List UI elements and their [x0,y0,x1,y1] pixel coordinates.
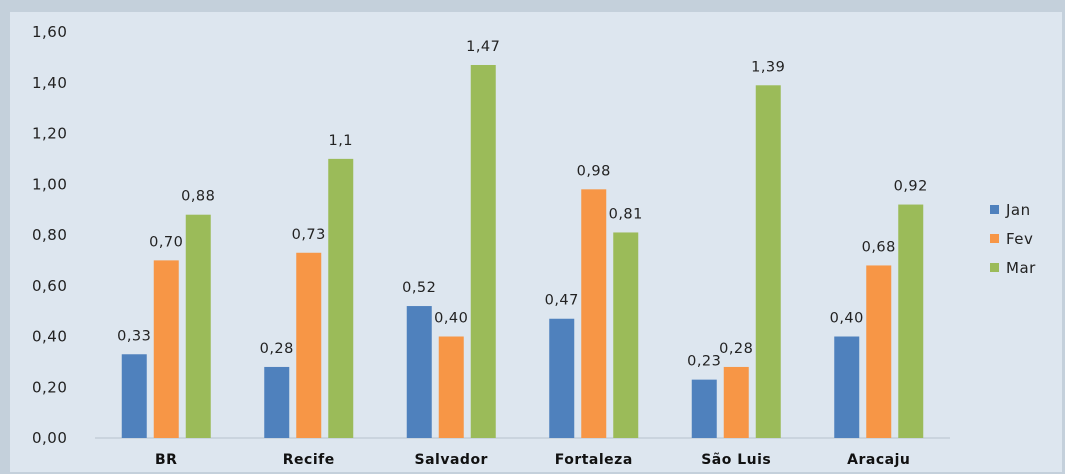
category-label: Salvador [415,452,488,468]
bar-mar [613,232,639,438]
y-tick-label: 0,80 [32,226,67,244]
category-label: Fortaleza [555,452,633,468]
data-label-fev: 0,70 [149,234,183,250]
data-label-fev: 0,98 [577,163,611,179]
legend-label-mar: Mar [1006,259,1036,277]
y-tick-label: 1,40 [32,74,67,92]
legend-swatch-jan [990,205,999,214]
bar-jan [264,366,290,438]
data-labels: 0,33 0,70 0,88 0,28 0,73 1,1 0,52 0,40 1,47 0,47 0… [117,39,928,370]
y-tick-label: 0,20 [32,378,67,396]
data-label-mar: 0,92 [894,179,928,195]
data-label-jan: 0,23 [687,354,721,370]
data-label-mar: 1,47 [466,39,500,55]
bar-mar [470,64,496,439]
bar-fev [581,189,607,438]
data-label-fev: 0,73 [292,227,326,243]
bar-mar [328,158,354,438]
legend-label-fev: Fev [1006,230,1033,248]
data-label-jan: 0,33 [117,328,151,344]
bar-jan [121,354,147,438]
category-label: Recife [283,452,335,468]
data-label-mar: 0,81 [609,206,643,222]
y-tick-label: 1,00 [32,175,67,193]
bar-jan [406,306,432,438]
bar-jan [834,336,860,438]
y-tick-label: 0,60 [32,277,67,295]
y-axis-ticks: 0,00 0,20 0,40 0,60 0,80 1,00 1,20 1,40 1,60 [32,23,67,447]
bar-mar [185,214,211,438]
bar-jan [549,318,575,438]
category-label: Aracaju [847,452,910,468]
bar-mar [898,204,924,438]
data-label-fev: 0,40 [434,311,468,327]
y-tick-label: 0,40 [32,328,67,346]
category-label: BR [155,452,177,468]
data-label-mar: 1,39 [751,59,785,75]
data-label-jan: 0,40 [830,311,864,327]
legend-swatch-fev [990,234,999,243]
data-label-fev: 0,28 [719,341,753,357]
data-label-mar: 1,1 [328,133,353,149]
y-tick-label: 1,20 [32,125,67,143]
bar-fev [866,265,892,438]
bar-chart: 0,00 0,20 0,40 0,60 0,80 1,00 1,20 1,40 1,60 0,3… [32,23,1036,468]
bar-fev [438,336,464,438]
y-tick-label: 1,60 [32,23,67,41]
data-label-mar: 0,88 [181,189,215,205]
data-label-jan: 0,52 [402,280,436,296]
legend-swatch-mar [990,263,999,272]
bar-fev [153,260,179,438]
category-label: São Luis [701,452,771,468]
category-labels: BR Recife Salvador Fortaleza São Luis Aracaju [155,452,910,468]
legend-label-jan: Jan [1005,201,1031,219]
chart-panel: 0,00 0,20 0,40 0,60 0,80 1,00 1,20 1,40 1,60 0,3… [10,12,1062,472]
bar-fev [723,366,749,438]
bars [121,64,924,439]
data-label-fev: 0,68 [862,239,896,255]
bar-jan [691,379,717,438]
legend: Jan Fev Mar [990,201,1036,277]
y-tick-label: 0,00 [32,429,67,447]
bar-mar [755,85,781,438]
data-label-jan: 0,28 [260,341,294,357]
data-label-jan: 0,47 [545,293,579,309]
bar-fev [296,252,322,438]
